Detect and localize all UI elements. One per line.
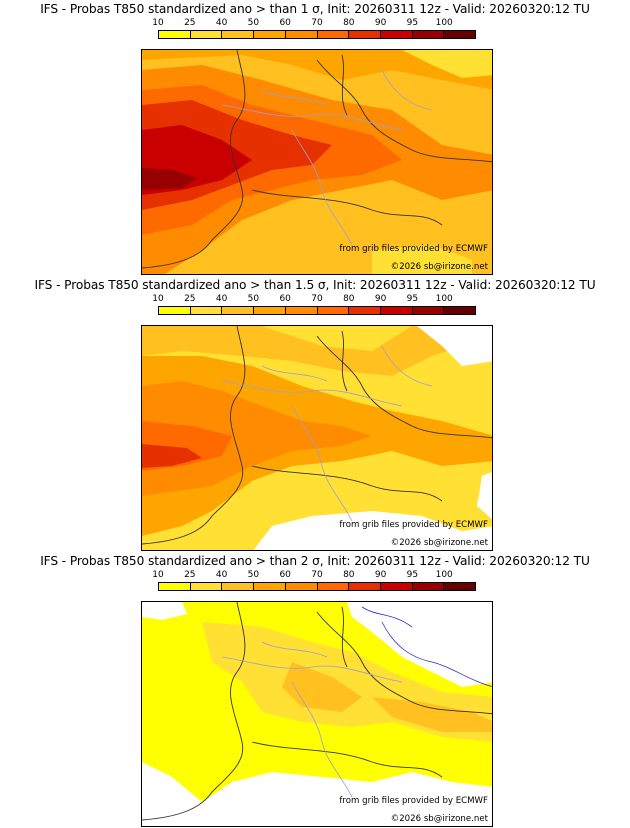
legend-swatch [412,583,445,590]
map-field [142,50,492,274]
copyright-credit: ©2026 sb@irizone.net [390,814,488,824]
legend-swatch [285,31,318,38]
legend-tick-labels: 10 25 40 50 60 70 80 90 95 100 [152,294,476,306]
color-legend: 10 25 40 50 60 70 80 90 95 100 [152,570,476,594]
legend-tick-label: 95 [406,570,419,580]
legend-tick-label: 60 [279,18,291,28]
legend-swatch [444,31,476,38]
legend-tick-label: 90 [374,294,387,304]
legend-swatch [159,307,191,314]
legend-tick-label: 80 [343,294,355,304]
legend-swatch [159,31,191,38]
legend-swatch [444,583,476,590]
legend-tick-label: 70 [311,18,323,28]
legend-tick-label: 60 [279,294,291,304]
legend-tick-label: 90 [374,570,387,580]
legend-swatch [349,31,381,38]
legend-swatch [444,307,476,314]
legend-swatch [317,307,350,314]
legend-swatch [349,307,381,314]
legend-swatch [254,31,286,38]
legend-swatch [222,583,255,590]
legend-swatch [380,307,413,314]
legend-swatch [412,307,445,314]
legend-color-bar [158,30,476,39]
legend-swatch [412,31,445,38]
legend-swatch [190,583,223,590]
legend-tick-labels: 10 25 40 50 60 70 80 90 95 100 [152,18,476,30]
legend-swatch [190,307,223,314]
legend-swatch [349,583,381,590]
legend-tick-label: 100 [435,18,453,28]
legend-swatch [380,583,413,590]
legend-swatch [285,583,318,590]
copyright-credit: ©2026 sb@irizone.net [390,538,488,548]
legend-tick-label: 50 [247,570,260,580]
legend-tick-label: 60 [279,570,291,580]
legend-tick-label: 25 [184,294,196,304]
legend-tick-label: 80 [343,570,355,580]
legend-tick-label: 80 [343,18,355,28]
color-legend: 10 25 40 50 60 70 80 90 95 100 [152,294,476,318]
color-legend: 10 25 40 50 60 70 80 90 95 100 [152,18,476,42]
probability-map: from grib files provided by ECMWF ©2026 … [141,49,493,275]
legend-color-bar [158,582,476,591]
legend-tick-label: 50 [247,294,260,304]
legend-swatch [317,31,350,38]
legend-swatch [159,583,191,590]
panel-title: IFS - Probas T850 standardized ano > tha… [40,2,590,16]
legend-tick-label: 70 [311,294,323,304]
map-panel-3: IFS - Probas T850 standardized ano > tha… [0,552,630,828]
legend-swatch [222,31,255,38]
legend-tick-label: 40 [215,18,228,28]
legend-color-bar [158,306,476,315]
legend-swatch [222,307,255,314]
map-field [142,602,492,826]
ecmwf-credit: from grib files provided by ECMWF [339,796,488,806]
map-panel-2: IFS - Probas T850 standardized ano > tha… [0,276,630,552]
legend-tick-label: 25 [184,18,196,28]
panel-title: IFS - Probas T850 standardized ano > tha… [34,278,596,292]
legend-tick-label: 10 [152,18,164,28]
legend-tick-label: 25 [184,570,196,580]
legend-swatch [254,307,286,314]
legend-tick-label: 70 [311,570,323,580]
legend-tick-label: 40 [215,570,228,580]
legend-tick-label: 10 [152,570,164,580]
probability-map: from grib files provided by ECMWF ©2026 … [141,325,493,551]
legend-tick-label: 50 [247,18,260,28]
legend-swatch [190,31,223,38]
legend-swatch [380,31,413,38]
legend-tick-label: 95 [406,18,419,28]
ecmwf-credit: from grib files provided by ECMWF [339,520,488,530]
legend-tick-label: 95 [406,294,419,304]
legend-tick-label: 10 [152,294,164,304]
legend-swatch [285,307,318,314]
legend-tick-label: 100 [435,294,453,304]
legend-tick-label: 100 [435,570,453,580]
panel-title: IFS - Probas T850 standardized ano > tha… [40,554,590,568]
copyright-credit: ©2026 sb@irizone.net [390,262,488,272]
map-panel-1: IFS - Probas T850 standardized ano > tha… [0,0,630,276]
legend-swatch [317,583,350,590]
legend-tick-label: 40 [215,294,228,304]
legend-tick-labels: 10 25 40 50 60 70 80 90 95 100 [152,570,476,582]
map-field [142,326,492,550]
probability-map: from grib files provided by ECMWF ©2026 … [141,601,493,827]
legend-tick-label: 90 [374,18,387,28]
legend-swatch [254,583,286,590]
ecmwf-credit: from grib files provided by ECMWF [339,244,488,254]
